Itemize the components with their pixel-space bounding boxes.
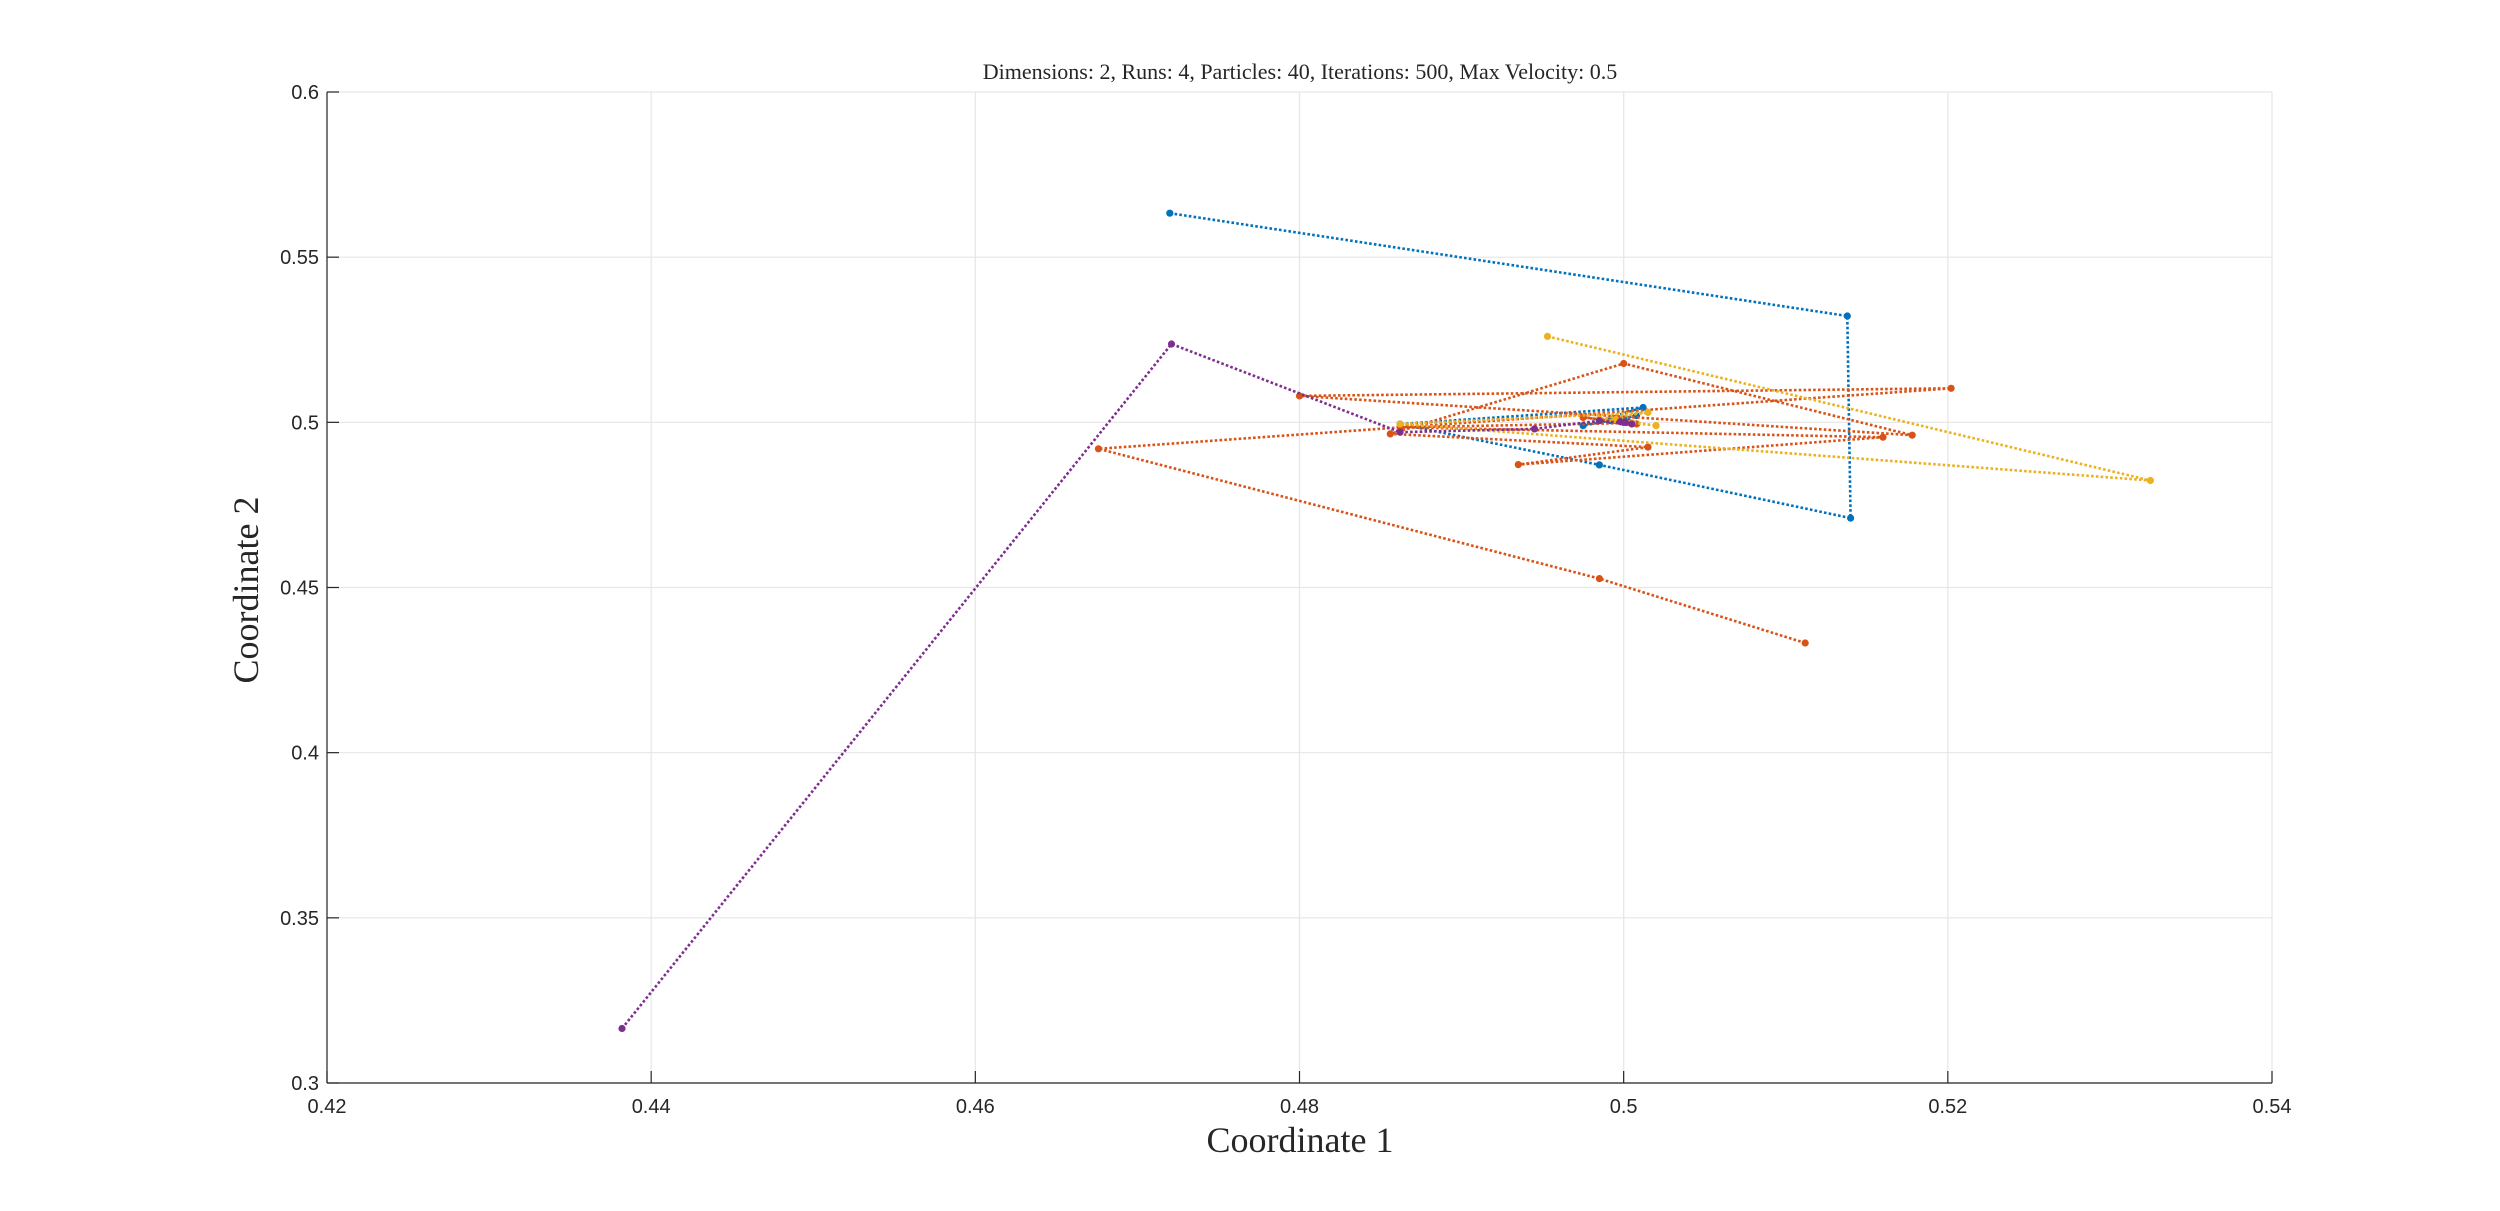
data-point <box>1644 443 1652 451</box>
y-tick-label: 0.5 <box>291 412 319 434</box>
x-tick-label: 0.42 <box>308 1096 347 1118</box>
data-point <box>1908 431 1916 439</box>
series-line <box>620 342 1633 1030</box>
data-point <box>1801 639 1809 647</box>
grid <box>326 91 2273 1084</box>
series-line <box>1169 211 1852 520</box>
chart-title: Dimensions: 2, Runs: 4, Particles: 40, I… <box>983 59 1618 84</box>
y-tick-label: 0.4 <box>291 743 319 765</box>
data-point <box>1167 340 1176 348</box>
data-point <box>1386 430 1394 438</box>
data-point <box>1595 417 1603 425</box>
x-axis-label: Coordinate 1 <box>1207 1120 1394 1160</box>
series-1 <box>1166 209 1855 522</box>
data-point <box>1644 408 1652 416</box>
data-point <box>1543 332 1552 340</box>
x-tick-label: 0.44 <box>632 1096 671 1118</box>
data-point <box>1620 359 1628 368</box>
y-tick-label: 0.55 <box>280 247 319 269</box>
y-tick-label: 0.45 <box>280 578 319 600</box>
axes: 0.42 0.44 0.46 0.48 0.5 0.52 0.54 0.3 0.35 0.4 0.4… <box>280 82 2291 1118</box>
y-tick-label: 0.6 <box>291 82 319 104</box>
data-point <box>1396 420 1404 428</box>
x-tick-label: 0.54 <box>2253 1096 2292 1118</box>
data-point <box>1847 514 1855 522</box>
data-point <box>1628 420 1636 428</box>
data-point <box>1595 461 1603 469</box>
data-point <box>2146 476 2154 485</box>
y-axis-label: Coordinate 2 <box>226 497 266 684</box>
y-tick-label: 0.3 <box>291 1073 319 1095</box>
y-tick-label: 0.35 <box>280 908 319 930</box>
data-point <box>1530 425 1539 433</box>
series-line <box>1098 362 1952 645</box>
x-tick-label: 0.48 <box>1280 1096 1319 1118</box>
x-tick-label: 0.46 <box>956 1096 995 1118</box>
series-layer <box>618 209 2154 1033</box>
series-4 <box>618 340 1636 1033</box>
series-2 <box>1094 359 1955 647</box>
data-point <box>1396 428 1404 436</box>
data-point <box>1620 418 1628 426</box>
data-point <box>1652 422 1660 430</box>
x-tick-label: 0.52 <box>1928 1096 1967 1118</box>
data-point <box>1166 209 1174 217</box>
x-tick-label: 0.5 <box>1610 1096 1638 1118</box>
data-point <box>1595 575 1603 583</box>
data-point <box>1843 312 1851 320</box>
data-point <box>1879 433 1887 441</box>
data-point <box>1947 384 1955 392</box>
data-point <box>1514 461 1522 469</box>
data-point <box>618 1024 626 1033</box>
data-point <box>1094 445 1103 453</box>
